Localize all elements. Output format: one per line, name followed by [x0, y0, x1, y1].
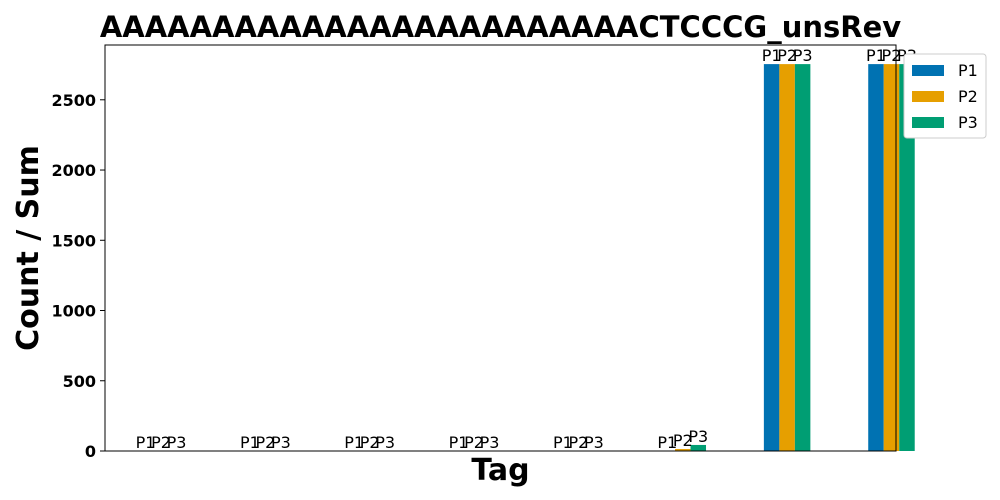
bar-p1	[763, 64, 780, 451]
legend-swatch-p1	[912, 65, 944, 76]
legend-label-p3: P3	[958, 113, 978, 132]
bar-label-p1: P1	[136, 433, 156, 452]
bar-label-p3: P3	[375, 433, 395, 452]
plot-frame	[104, 44, 897, 452]
legend: P1 P2 P3	[903, 53, 987, 139]
bar-label-p1: P1	[240, 433, 260, 452]
bar-p2	[883, 64, 900, 451]
legend-swatch-p3	[912, 117, 944, 128]
x-axis-label: Tag	[471, 453, 529, 488]
bar-label-p3: P3	[793, 46, 813, 65]
bar-label-p2: P2	[464, 433, 484, 452]
legend-swatch-p2	[912, 91, 944, 102]
bar-label-p1: P1	[449, 433, 469, 452]
bar-label-p1: P1	[866, 46, 886, 65]
bar-p3	[899, 64, 915, 451]
bar-label-p3: P3	[167, 433, 187, 452]
bar-label-p2: P2	[255, 433, 275, 452]
y-tick-label: 1000	[51, 302, 96, 321]
bar-label-p1: P1	[553, 433, 573, 452]
bar-p3	[690, 444, 707, 451]
bar-label-p3: P3	[584, 433, 604, 452]
bar-label-p1: P1	[762, 46, 782, 65]
bar-label-p2: P2	[777, 46, 797, 65]
y-tick-label: 2000	[51, 161, 96, 180]
chart-title: AAAAAAAAAAAAAAAAAAAAAAAACTCCCG_unsRev	[100, 10, 901, 44]
y-tick-label: 1500	[51, 231, 96, 250]
y-tick-label: 2500	[51, 91, 96, 110]
y-tick-label: 0	[85, 442, 96, 461]
bar-label-p2: P2	[673, 431, 693, 450]
bar-label-p3: P3	[480, 433, 500, 452]
bar-label-p2: P2	[569, 433, 589, 452]
bar-p1	[868, 64, 884, 451]
y-axis-label: Count / Sum	[11, 145, 46, 351]
bars-layer	[675, 64, 915, 451]
bar-label-p1: P1	[344, 433, 364, 452]
bar-label-p1: P1	[657, 433, 677, 452]
bar-p2	[675, 449, 691, 451]
bar-label-p3: P3	[688, 427, 708, 446]
bar-label-p2: P2	[151, 433, 171, 452]
bar-p3	[794, 64, 811, 451]
bar-p2	[779, 64, 795, 451]
y-axis: 0 500 1000 1500 2000 2500	[51, 91, 105, 461]
y-tick-label: 500	[63, 372, 96, 391]
legend-label-p1: P1	[958, 61, 978, 80]
bar-label-p3: P3	[271, 433, 291, 452]
legend-label-p2: P2	[958, 87, 978, 106]
bar-label-p2: P2	[360, 433, 380, 452]
